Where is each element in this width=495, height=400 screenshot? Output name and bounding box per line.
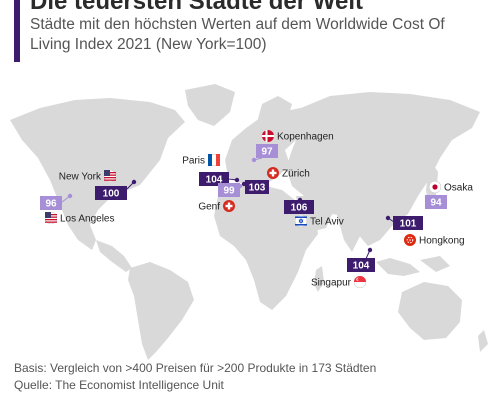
australia-landmass: [398, 282, 462, 340]
south-america-landmass: [128, 262, 194, 360]
scandinavia-landmass: [256, 96, 292, 132]
southeast-asia-islands: [376, 258, 420, 276]
value-label: 97: [261, 147, 273, 158]
city-name-label: Osaka: [444, 183, 473, 194]
value-badge: [218, 183, 240, 197]
city-name-label: Genf: [198, 202, 220, 213]
page-title: Die teuersten Städte der Welt: [30, 0, 363, 15]
city-name-label: Hongkong: [419, 236, 465, 247]
flag-usa-icon: [45, 212, 57, 224]
asia-landmass: [286, 92, 480, 246]
city-dot: [234, 177, 240, 183]
flag-denmark-icon: [262, 130, 274, 142]
africa-landmass: [214, 184, 318, 310]
city-dot: [131, 179, 137, 185]
city-name-label: Zürich: [282, 169, 310, 180]
new-guinea-landmass: [420, 256, 450, 272]
value-label: 103: [249, 183, 266, 194]
value-label: 99: [223, 186, 235, 197]
flag-japan-icon: [429, 181, 441, 193]
greenland-landmass: [185, 84, 235, 126]
value-badge: [40, 196, 62, 210]
value-badge: [245, 180, 269, 194]
value-label: 104: [206, 175, 223, 186]
central-america-landmass: [96, 240, 132, 272]
value-label: 96: [45, 199, 57, 210]
flag-france-icon: [208, 154, 220, 166]
page-subtitle: Städte mit den höchsten Werten auf dem W…: [30, 16, 445, 53]
city-marker-kopenhagen: 97 Kopenhagen: [251, 130, 334, 163]
north-america-landmass: [10, 98, 185, 250]
city-name-label: Singapur: [311, 278, 352, 289]
value-label: 100: [103, 189, 120, 200]
value-label: 101: [400, 219, 417, 230]
footer-basis: Basis: Vergleich von >400 Preisen für >2…: [14, 361, 377, 375]
footer-source: Quelle: The Economist Intelligence Unit: [14, 378, 224, 392]
city-marker-z-rich: 103 Zürich: [241, 167, 310, 194]
flag-hongkong-icon: [404, 234, 416, 246]
flag-singapore-icon: [354, 276, 366, 288]
flag-usa-icon: [104, 170, 116, 182]
india-landmass: [336, 212, 362, 252]
uk-landmass: [236, 136, 248, 158]
city-name-label: Los Angeles: [60, 214, 115, 225]
city-name-label: New York: [59, 172, 102, 183]
continents: [10, 84, 488, 360]
value-badge: [199, 172, 229, 186]
value-badge: [393, 216, 423, 230]
value-badge: [95, 186, 127, 200]
city-name-label: Tel Aviv: [310, 217, 344, 228]
accent-bar: [14, 0, 20, 62]
flag-israel-icon: [295, 215, 307, 227]
flag-switzerland-icon: [267, 167, 279, 179]
city-dot: [385, 215, 391, 221]
city-name-label: Paris: [182, 156, 205, 167]
value-badge: [284, 200, 314, 214]
flag-switzerland-icon: [223, 200, 235, 212]
value-label: 106: [291, 203, 308, 214]
city-dot: [367, 247, 373, 253]
city-dot: [251, 157, 257, 163]
value-label: 94: [430, 198, 442, 209]
city-dot: [67, 193, 73, 199]
value-badge: [256, 144, 278, 158]
value-badge: [347, 258, 375, 272]
new-zealand-landmass: [478, 330, 488, 352]
city-name-label: Kopenhagen: [277, 132, 334, 143]
value-label: 104: [353, 261, 370, 272]
value-badge: [425, 195, 447, 209]
madagascar-landmass: [314, 266, 324, 292]
